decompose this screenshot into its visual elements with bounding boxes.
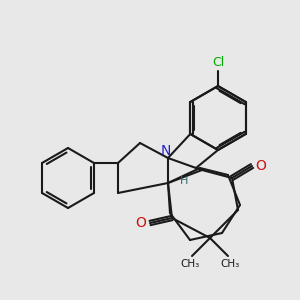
Text: CH₃: CH₃ <box>180 259 200 269</box>
Text: CH₃: CH₃ <box>220 259 240 269</box>
Text: H: H <box>180 176 188 186</box>
Text: O: O <box>136 216 146 230</box>
Text: N: N <box>161 144 171 158</box>
Text: Cl: Cl <box>212 56 224 70</box>
Text: O: O <box>256 159 266 173</box>
